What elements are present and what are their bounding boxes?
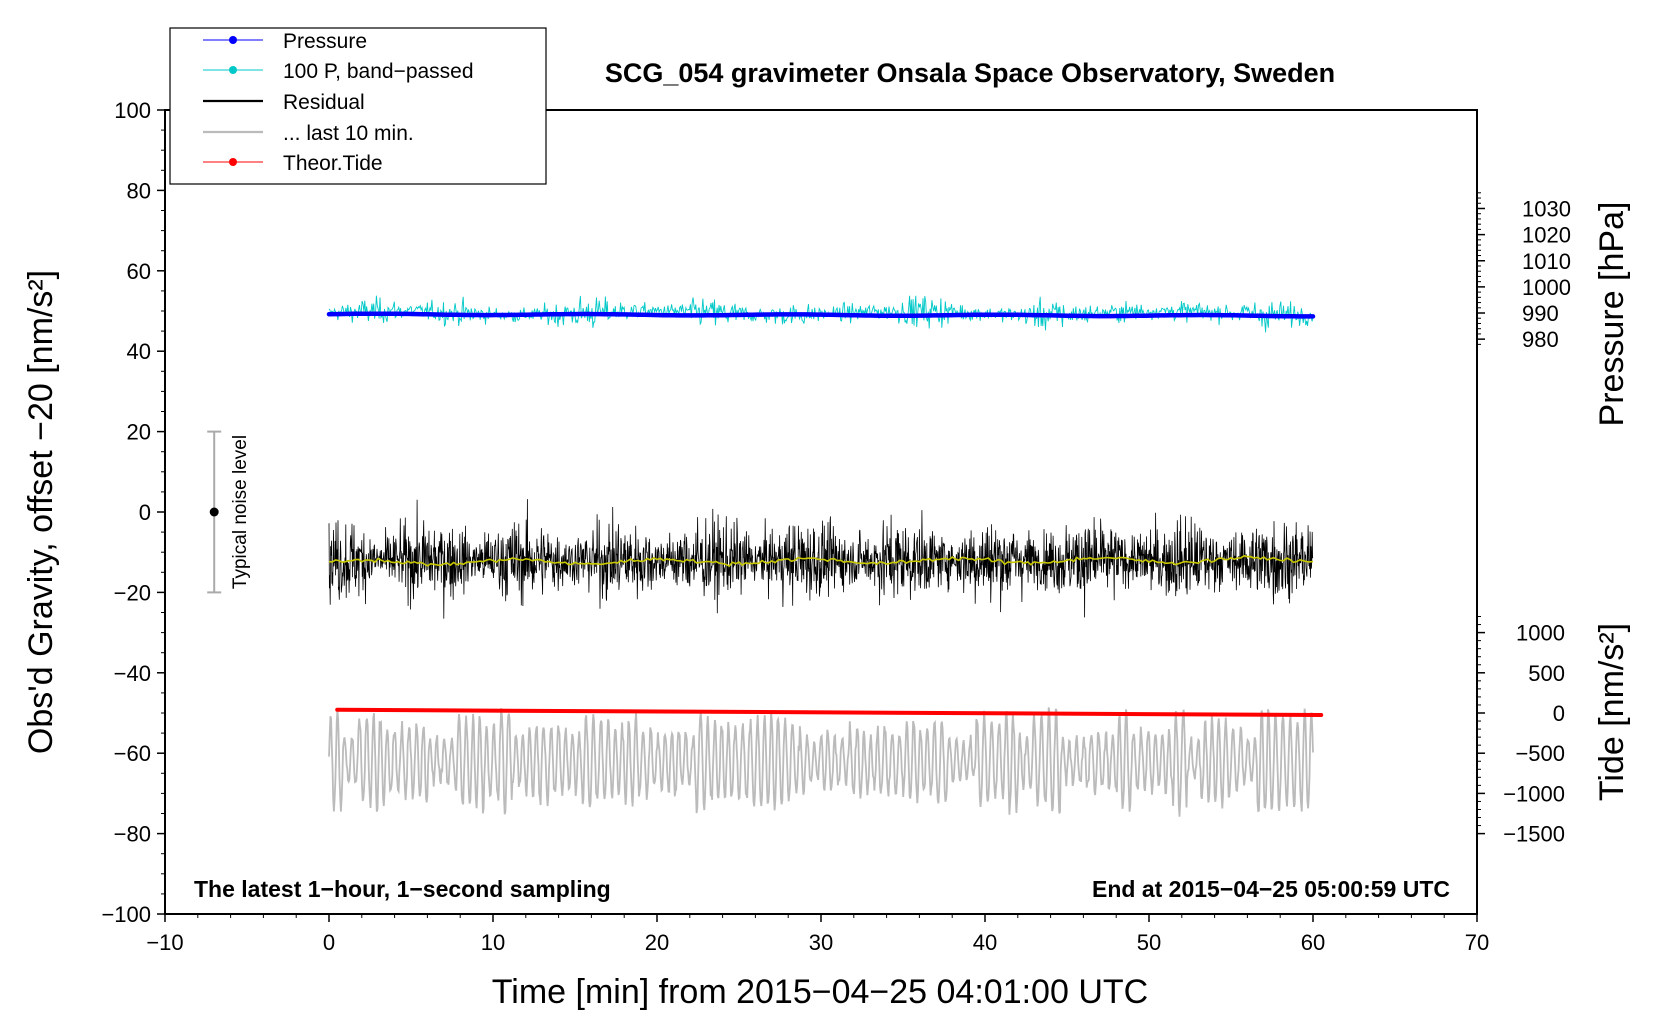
x-tick-label: 60 <box>1301 930 1325 955</box>
y-left-tick-label: 20 <box>127 420 151 445</box>
legend-key-marker <box>229 66 237 74</box>
y-axis-title-left: Obs'd Gravity, offset −20 [nm/s²] <box>22 270 60 754</box>
y-pressure-tick-label: 990 <box>1522 301 1559 326</box>
y-tide-tick-label: −1500 <box>1503 822 1565 847</box>
legend-label-residual: Residual <box>283 91 365 114</box>
legend-keys <box>203 36 263 166</box>
legend-key-marker <box>229 36 237 44</box>
y-axis-title-tide: Tide [nm/s²] <box>1593 623 1631 801</box>
legend-label-theor-tide: Theor.Tide <box>283 152 383 175</box>
annotation-end-time: End at 2015−04−25 05:00:59 UTC <box>1092 876 1450 902</box>
annotation-sampling: The latest 1−hour, 1−second sampling <box>194 876 611 902</box>
y-tide-tick-label: −500 <box>1515 741 1565 766</box>
legend-label-last10min: ... last 10 min. <box>283 122 414 145</box>
legend-label-pressure: Pressure <box>283 30 367 53</box>
legend-box <box>169 27 547 185</box>
chart-title: SCG_054 gravimeter Onsala Space Observat… <box>605 58 1335 88</box>
legend: Pressure 100 P, band−passed Residual ...… <box>169 27 547 185</box>
y-pressure-tick-label: 1010 <box>1522 249 1571 274</box>
series-last10min-line <box>328 707 1314 817</box>
x-tick-label: 40 <box>973 930 997 955</box>
x-tick-label: 70 <box>1465 930 1489 955</box>
y-pressure-tick-label: 1000 <box>1522 275 1571 300</box>
series-theor-tide-line <box>335 707 1324 718</box>
x-tick-label: −10 <box>146 930 183 955</box>
x-tick-label: 20 <box>645 930 669 955</box>
legend-key-marker <box>229 158 237 166</box>
legend-label-bandpassed: 100 P, band−passed <box>283 60 474 83</box>
y-left-tick-label: −60 <box>114 741 151 766</box>
y-left-tick-label: −80 <box>114 822 151 847</box>
series-residual-line <box>328 499 1314 619</box>
y-left-tick-label: 0 <box>139 500 151 525</box>
y-pressure-tick-label: 1020 <box>1522 223 1571 248</box>
y-left-tick-label: 40 <box>127 339 151 364</box>
x-tick-label: 30 <box>809 930 833 955</box>
y-pressure-tick-label: 1030 <box>1522 196 1571 221</box>
series-pressure-line <box>326 311 1316 319</box>
y-pressure-tick-label: 980 <box>1522 327 1559 352</box>
noise-indicator <box>207 430 222 594</box>
y-axis-title-pressure: Pressure [hPa] <box>1593 202 1631 427</box>
y-tide-tick-label: 1000 <box>1516 621 1565 646</box>
series-layer <box>326 295 1324 817</box>
series-residual-smoothed-line <box>328 554 1314 568</box>
y-tide-tick-label: 500 <box>1528 661 1565 686</box>
x-tick-label: 10 <box>481 930 505 955</box>
y-left-tick-label: 60 <box>127 259 151 284</box>
noise-bar-center-dot <box>209 507 219 517</box>
axes-layer: −10 0 10 20 30 40 50 60 70100806040200−20−40−60−… <box>101 98 1571 955</box>
x-tick-label: 0 <box>323 930 335 955</box>
y-left-tick-label: −20 <box>114 580 151 605</box>
y-left-tick-label: −40 <box>114 661 151 686</box>
y-left-tick-label: −100 <box>101 902 151 927</box>
y-tide-tick-label: 0 <box>1553 701 1565 726</box>
x-tick-label: 50 <box>1137 930 1161 955</box>
noise-label: Typical noise level <box>230 435 251 589</box>
y-left-tick-label: 100 <box>114 98 151 123</box>
x-axis-title: Time [min] from 2015−04−25 04:01:00 UTC <box>492 973 1148 1011</box>
y-left-tick-label: 80 <box>127 178 151 203</box>
y-tide-tick-label: −1000 <box>1503 781 1565 806</box>
